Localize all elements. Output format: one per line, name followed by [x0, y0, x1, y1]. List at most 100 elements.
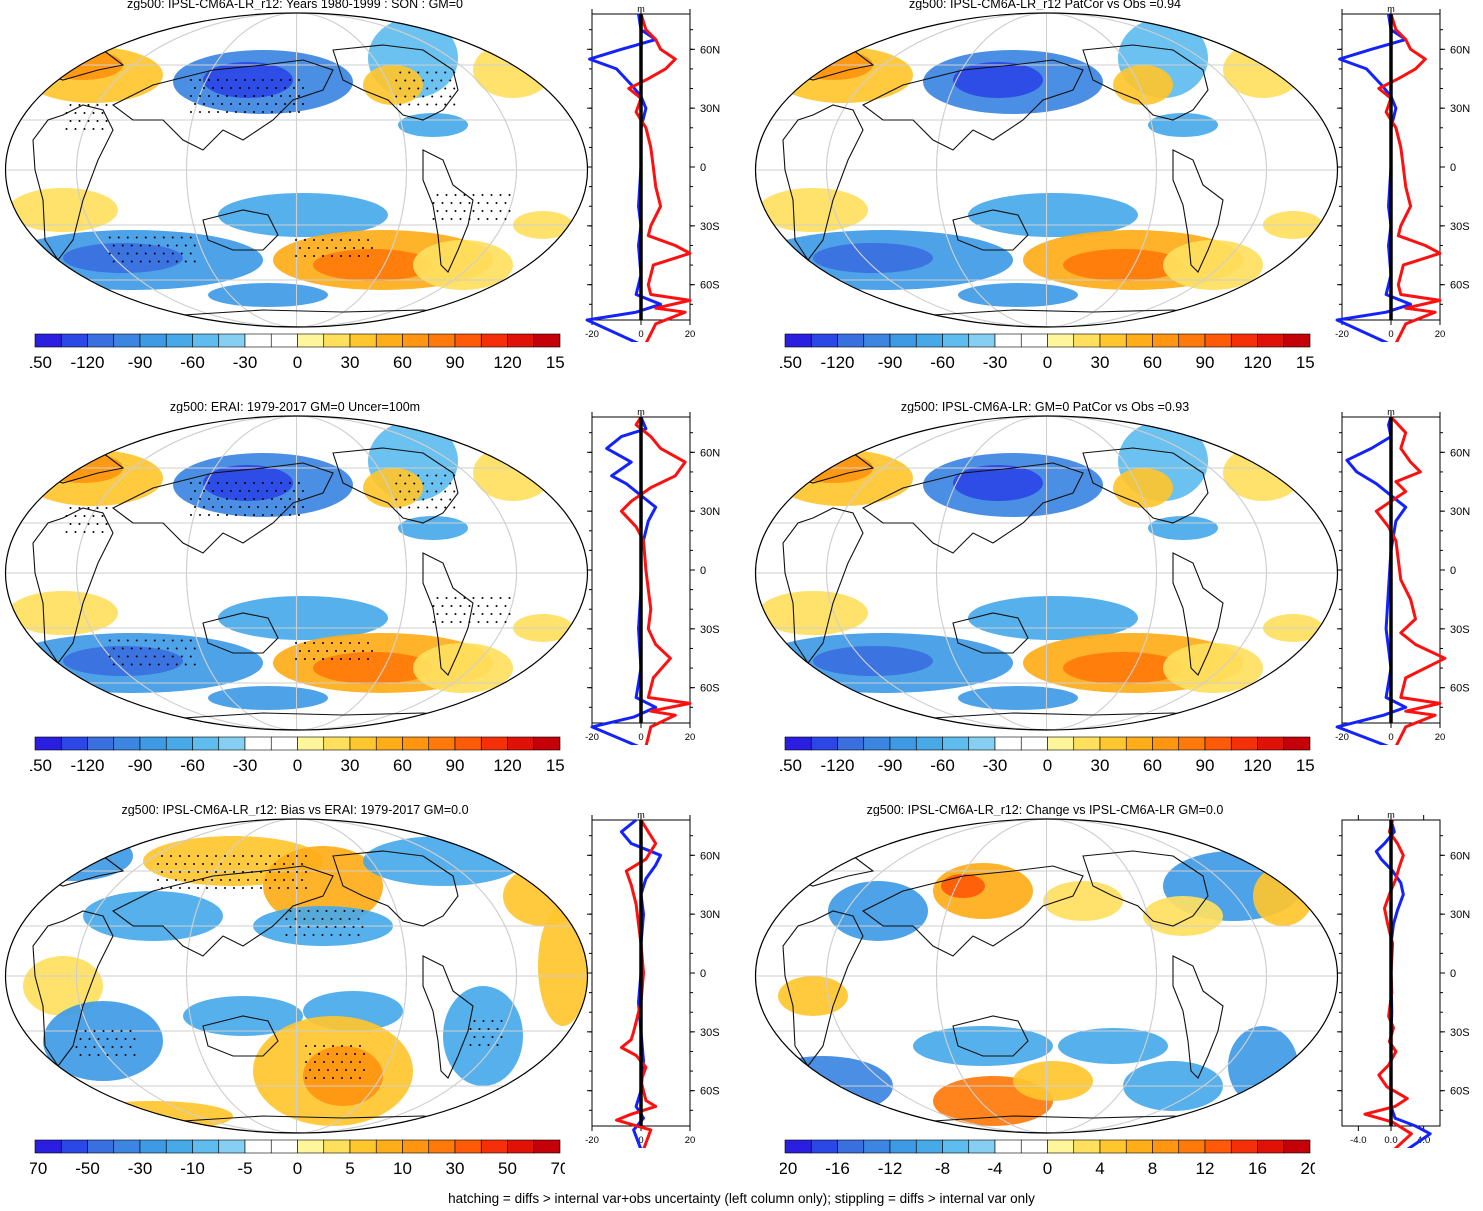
colorbar-swatch	[402, 736, 430, 751]
colorbar-tick-label: 0	[293, 353, 302, 372]
map-graticule	[5, 13, 588, 327]
colorbar-swatch	[297, 1139, 325, 1154]
colorbar-swatch	[810, 1139, 838, 1154]
colorbar-tick-label: 90	[446, 353, 465, 372]
colorbar-tick-label: -16	[825, 1159, 850, 1178]
colorbar-tick-label: 20	[1301, 1159, 1315, 1178]
profile-x-label: 0.0	[1384, 1135, 1397, 1146]
colorbar-swatch	[968, 333, 996, 348]
map-anomaly-region	[443, 986, 523, 1086]
colorbar-swatch	[1073, 333, 1101, 348]
profile-series-red	[1374, 415, 1447, 745]
map-anomaly-region	[8, 591, 118, 635]
colorbar-tick-label: -4	[987, 1159, 1002, 1178]
colorbar-swatches	[34, 333, 561, 348]
figure-footnote: hatching = diffs > internal var+obs unce…	[448, 1191, 1035, 1206]
profile-lat-label: 30S	[700, 1027, 720, 1039]
profile-x-label: -20	[585, 329, 599, 340]
colorbar-swatch	[784, 1139, 812, 1154]
colorbar-swatch	[915, 333, 943, 348]
map-anomaly-region	[758, 188, 868, 232]
map-graticule	[5, 819, 588, 1133]
colorbar-swatch	[1152, 736, 1180, 751]
colorbar-swatch	[1283, 736, 1311, 751]
profile-lat-label: 60S	[1450, 1086, 1470, 1098]
colorbar-swatch	[507, 736, 535, 751]
profile-series-blue	[590, 416, 658, 745]
colorbar-swatch	[113, 333, 141, 348]
map-stippling	[75, 855, 503, 1079]
profile-lat-label: 60S	[700, 280, 720, 292]
profile-lat-label: 60S	[700, 683, 720, 695]
map-anomaly-region	[413, 643, 513, 693]
map-anomaly-region	[208, 283, 328, 307]
colorbar-tick-label: 0	[293, 756, 302, 775]
map-anomaly-region	[1148, 113, 1218, 137]
colorbar-swatch	[139, 736, 167, 751]
profile-lat-label: 60N	[700, 850, 720, 862]
map-anomaly-region	[63, 243, 183, 273]
colorbar-swatch	[34, 1139, 62, 1154]
colorbar-swatch	[784, 333, 812, 348]
colorbar-swatch	[968, 1139, 996, 1154]
colorbar-swatch	[1178, 1139, 1206, 1154]
colorbar-swatch	[34, 333, 62, 348]
profile-lat-label: 0	[1450, 162, 1456, 174]
panel-p4: zg500: IPSL-CM6A-LR: GM=0 PatCor vs Obs …	[750, 400, 1483, 808]
colorbar-tick-label: -30	[233, 353, 258, 372]
map-anomaly-region	[958, 686, 1078, 710]
colorbar-tick-label: 60	[1143, 353, 1162, 372]
map-anomaly-region	[363, 65, 423, 105]
map-anomaly-region	[313, 652, 433, 684]
colorbar-swatch	[994, 1139, 1022, 1154]
map-field	[5, 13, 588, 327]
colorbar-tick-label: 150	[1296, 756, 1315, 775]
colorbar-swatch	[1020, 736, 1048, 751]
colorbar-swatch	[507, 333, 535, 348]
map-anomaly-region	[23, 956, 103, 1016]
profile-lat-label: 30S	[1450, 624, 1470, 636]
profile-lat-label: 30N	[700, 506, 720, 518]
colorbar-tick-label: -20	[780, 1159, 797, 1178]
colorbar-swatch	[192, 1139, 220, 1154]
colorbar-tick-label: 0	[1043, 756, 1052, 775]
colorbar-swatch	[942, 736, 970, 751]
map-stippling	[65, 71, 511, 263]
colorbar-swatch	[270, 736, 298, 751]
map-anomaly-region	[813, 646, 933, 676]
colorbar-swatch	[1099, 333, 1127, 348]
map-anomaly-region	[1163, 643, 1263, 693]
colorbar-swatch	[863, 736, 891, 751]
colorbar-swatch	[1099, 1139, 1127, 1154]
colorbar-swatch	[1020, 1139, 1048, 1154]
colorbar-tick-label: -120	[70, 756, 104, 775]
profile-lat-label: 30S	[1450, 1027, 1470, 1039]
colorbar-swatch	[297, 333, 325, 348]
colorbar-tick-label: -30	[983, 756, 1008, 775]
colorbar-swatch	[968, 736, 996, 751]
colorbar-swatch	[244, 333, 272, 348]
colorbar-swatch	[1230, 1139, 1258, 1154]
panel-p6: zg500: IPSL-CM6A-LR_r12: Change vs IPSL-…	[750, 803, 1483, 1211]
map-anomaly-region	[218, 596, 388, 640]
colorbar-tick-label: 120	[493, 353, 521, 372]
colorbar-swatch	[402, 333, 430, 348]
panel-title: zg500: IPSL-CM6A-LR_r12: Change vs IPSL-…	[866, 803, 1224, 817]
profile-lat-label: 30N	[1450, 909, 1470, 921]
colorbar: -150 -120 -90 -60 -30 0 30 60 90 120 150	[780, 333, 1315, 372]
colorbar-tick-label: 5	[345, 1159, 354, 1178]
colorbar-tick-label: 150	[546, 756, 565, 775]
colorbar-tick-label: -120	[820, 353, 854, 372]
colorbar-swatch	[1283, 1139, 1311, 1154]
map-anomaly-region	[218, 193, 388, 237]
map-anomaly-region	[1113, 468, 1173, 508]
colorbar-tick-label: 150	[1296, 353, 1315, 372]
colorbar-swatch	[192, 736, 220, 751]
colorbar-tick-label: 30	[341, 353, 360, 372]
profile-lat-label: 30N	[700, 103, 720, 115]
colorbar-swatch	[1257, 333, 1285, 348]
colorbar-swatch	[810, 736, 838, 751]
map-plot	[3, 816, 590, 1136]
profile-series-red	[619, 416, 692, 745]
